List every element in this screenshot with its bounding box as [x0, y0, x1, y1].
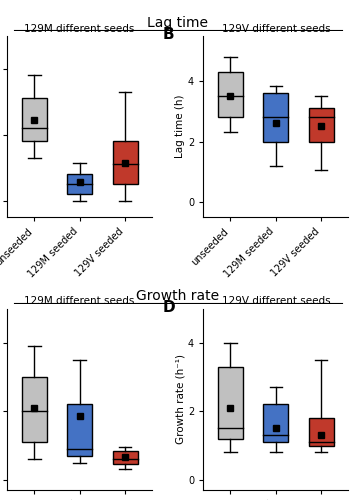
Bar [218, 72, 243, 118]
Bar [309, 108, 334, 142]
Bar [309, 418, 334, 446]
Title: 129V different seeds: 129V different seeds [221, 24, 330, 34]
Bar [67, 404, 92, 456]
Text: Growth rate: Growth rate [136, 289, 219, 303]
Text: D: D [163, 300, 175, 314]
Y-axis label: Lag time (h): Lag time (h) [175, 94, 185, 158]
Bar [113, 142, 138, 184]
Title: 129V different seeds: 129V different seeds [221, 296, 330, 306]
Title: 129M different seeds: 129M different seeds [25, 296, 135, 306]
Title: 129M different seeds: 129M different seeds [25, 24, 135, 34]
Bar [263, 404, 288, 442]
Bar [218, 367, 243, 438]
Bar [263, 93, 288, 142]
Bar [22, 98, 47, 142]
Bar [22, 377, 47, 442]
Text: Lag time: Lag time [147, 16, 208, 30]
Text: B: B [163, 26, 174, 42]
Y-axis label: Growth rate (h⁻¹): Growth rate (h⁻¹) [175, 354, 185, 444]
Bar [67, 174, 92, 194]
Bar [113, 450, 138, 464]
